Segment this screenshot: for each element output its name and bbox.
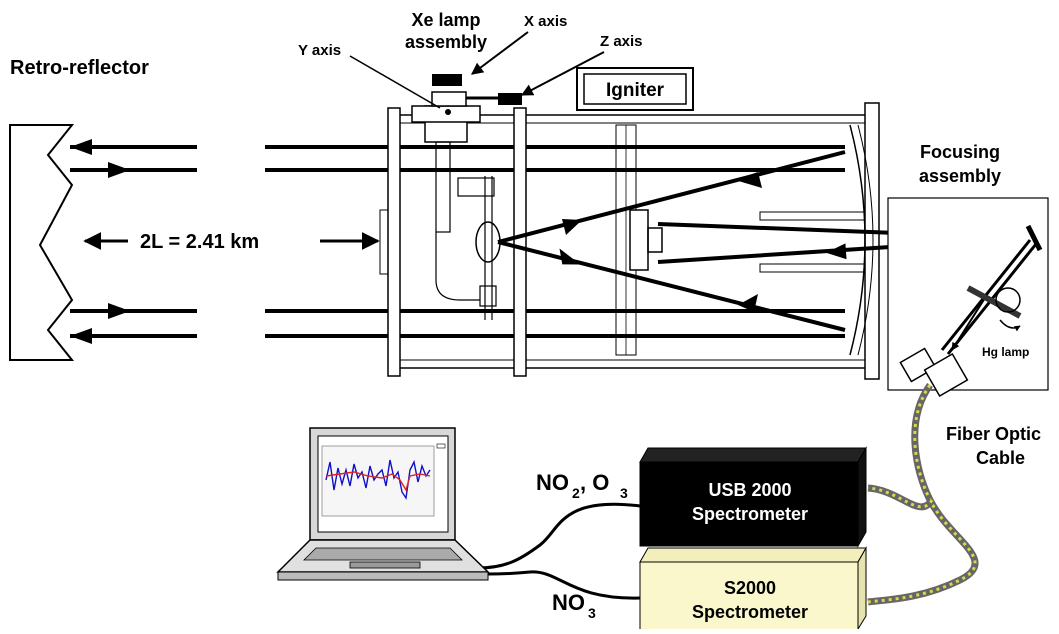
z-axis-label: Z axis — [600, 33, 643, 50]
svg-text:NO: NO — [536, 470, 569, 495]
hg-lamp-label: Hg lamp — [982, 345, 1029, 359]
fiber-label-line2: Cable — [976, 448, 1025, 468]
s2000-spectrometer — [639, 546, 867, 631]
focus-arrow — [951, 289, 991, 351]
focusing-label-line1: Focusing — [920, 142, 1000, 162]
usb2000-spectrometer — [639, 446, 867, 548]
laptop-screen-plot — [321, 443, 446, 517]
z-axis-pointer — [520, 51, 605, 96]
x-axis-label: X axis — [524, 13, 567, 30]
xe-lamp-mount — [411, 74, 522, 123]
focusing-mirror — [1025, 224, 1043, 252]
path-length-label: 2L = 2.41 km — [140, 231, 259, 253]
igniter-inner — [583, 73, 687, 105]
no2-o3-label: NO 2 , O 3 — [536, 470, 628, 501]
s2000-label-line1: S2000 — [724, 578, 776, 598]
data-cables — [477, 502, 641, 600]
svg-text:2: 2 — [572, 485, 580, 501]
svg-text:3: 3 — [620, 485, 628, 501]
igniter-label: Igniter — [606, 80, 665, 101]
no3-label: NO 3 — [552, 590, 596, 621]
fiber-label-line1: Fiber Optic — [946, 424, 1041, 444]
xe-lamp-label-line2: assembly — [405, 32, 487, 52]
svg-text:NO: NO — [552, 590, 585, 615]
svg-text:3: 3 — [588, 605, 596, 621]
usb-label-line2: Spectrometer — [692, 504, 808, 524]
x-axis-pointer — [471, 31, 529, 75]
fiber-optic-cable — [867, 382, 979, 606]
retro-reflector — [9, 124, 75, 361]
usb-label-line1: USB 2000 — [708, 480, 791, 500]
beam-arrowheads — [70, 139, 130, 344]
y-axis-label: Y axis — [298, 42, 341, 59]
beam-lines-left — [70, 145, 845, 338]
y-axis-pointer — [349, 55, 441, 109]
focusing-assembly-box — [887, 197, 1049, 391]
fiber-coupler — [899, 347, 969, 398]
hg-lamp — [966, 285, 1022, 332]
focusing-label-line2: assembly — [919, 166, 1001, 186]
xe-lamp-label-line1: Xe lamp — [411, 10, 480, 30]
xe-lamp — [424, 105, 501, 320]
retro-reflector-label: Retro-reflector — [10, 57, 149, 79]
svg-text:, O: , O — [580, 470, 609, 495]
s2000-label-line2: Spectrometer — [692, 602, 808, 622]
telescope-body — [379, 102, 880, 380]
